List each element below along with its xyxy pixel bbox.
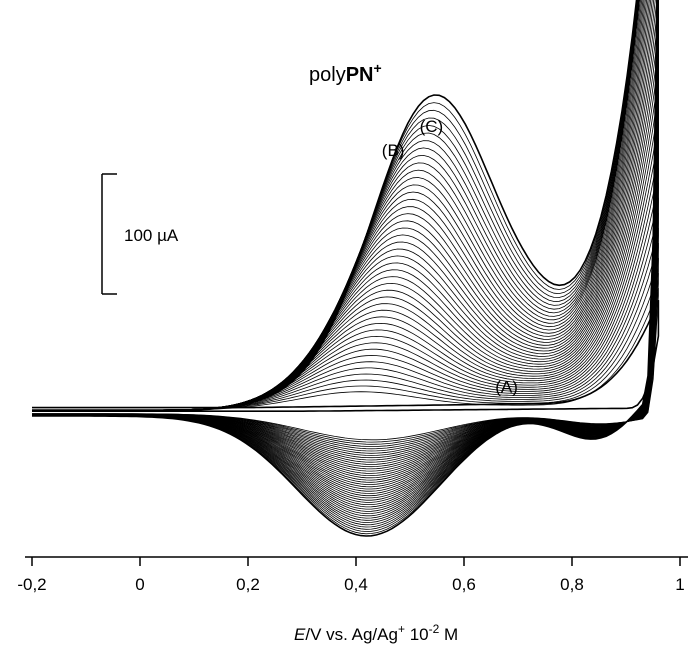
x-axis-title-text: /V vs. Ag/Ag: [305, 625, 398, 644]
x-tick-label: 0,6: [452, 575, 476, 594]
title-prefix: poly: [309, 64, 346, 86]
title-superscript: +: [374, 60, 382, 76]
cycle-line: [32, 287, 659, 441]
x-tick-label: 0,4: [344, 575, 368, 594]
x-axis-title-sup1: +: [398, 622, 405, 636]
x-axis-title-mid: 10: [405, 625, 429, 644]
x-tick-label: 0: [135, 575, 144, 594]
x-axis: -0,2 0 0,2 0,4 0,6 0,8 1: [17, 556, 688, 594]
scale-bar: 100 µA: [101, 173, 179, 295]
last-cycle-line: [32, 0, 658, 537]
x-tick-label: 0,2: [236, 575, 260, 594]
title-bold: PN: [346, 64, 374, 86]
x-axis-title-symbol: E: [294, 625, 306, 644]
chart-title: polyPN+: [309, 60, 382, 86]
x-tick-label: -0,2: [17, 575, 46, 594]
x-tick-label: 1: [675, 575, 684, 594]
first-cycle-line: [32, 299, 660, 412]
cycle-line: [32, 77, 659, 472]
cv-cycles: [32, 0, 660, 537]
annotation-label: (C): [420, 117, 444, 136]
x-axis-title: E/V vs. Ag/Ag+ 10-2 M: [294, 622, 458, 644]
scale-bar-label: 100 µA: [124, 226, 179, 245]
x-tick-label: 0,8: [560, 575, 584, 594]
annotations: (A) (B) (C): [382, 117, 518, 396]
cycle-line: [32, 92, 659, 470]
annotation-label: (B): [382, 141, 405, 160]
annotation-label: (A): [495, 377, 518, 396]
x-axis-title-sup2: -2: [429, 622, 440, 636]
x-axis-title-tail: M: [439, 625, 458, 644]
x-axis-ticks: -0,2 0 0,2 0,4 0,6 0,8 1: [17, 557, 685, 594]
